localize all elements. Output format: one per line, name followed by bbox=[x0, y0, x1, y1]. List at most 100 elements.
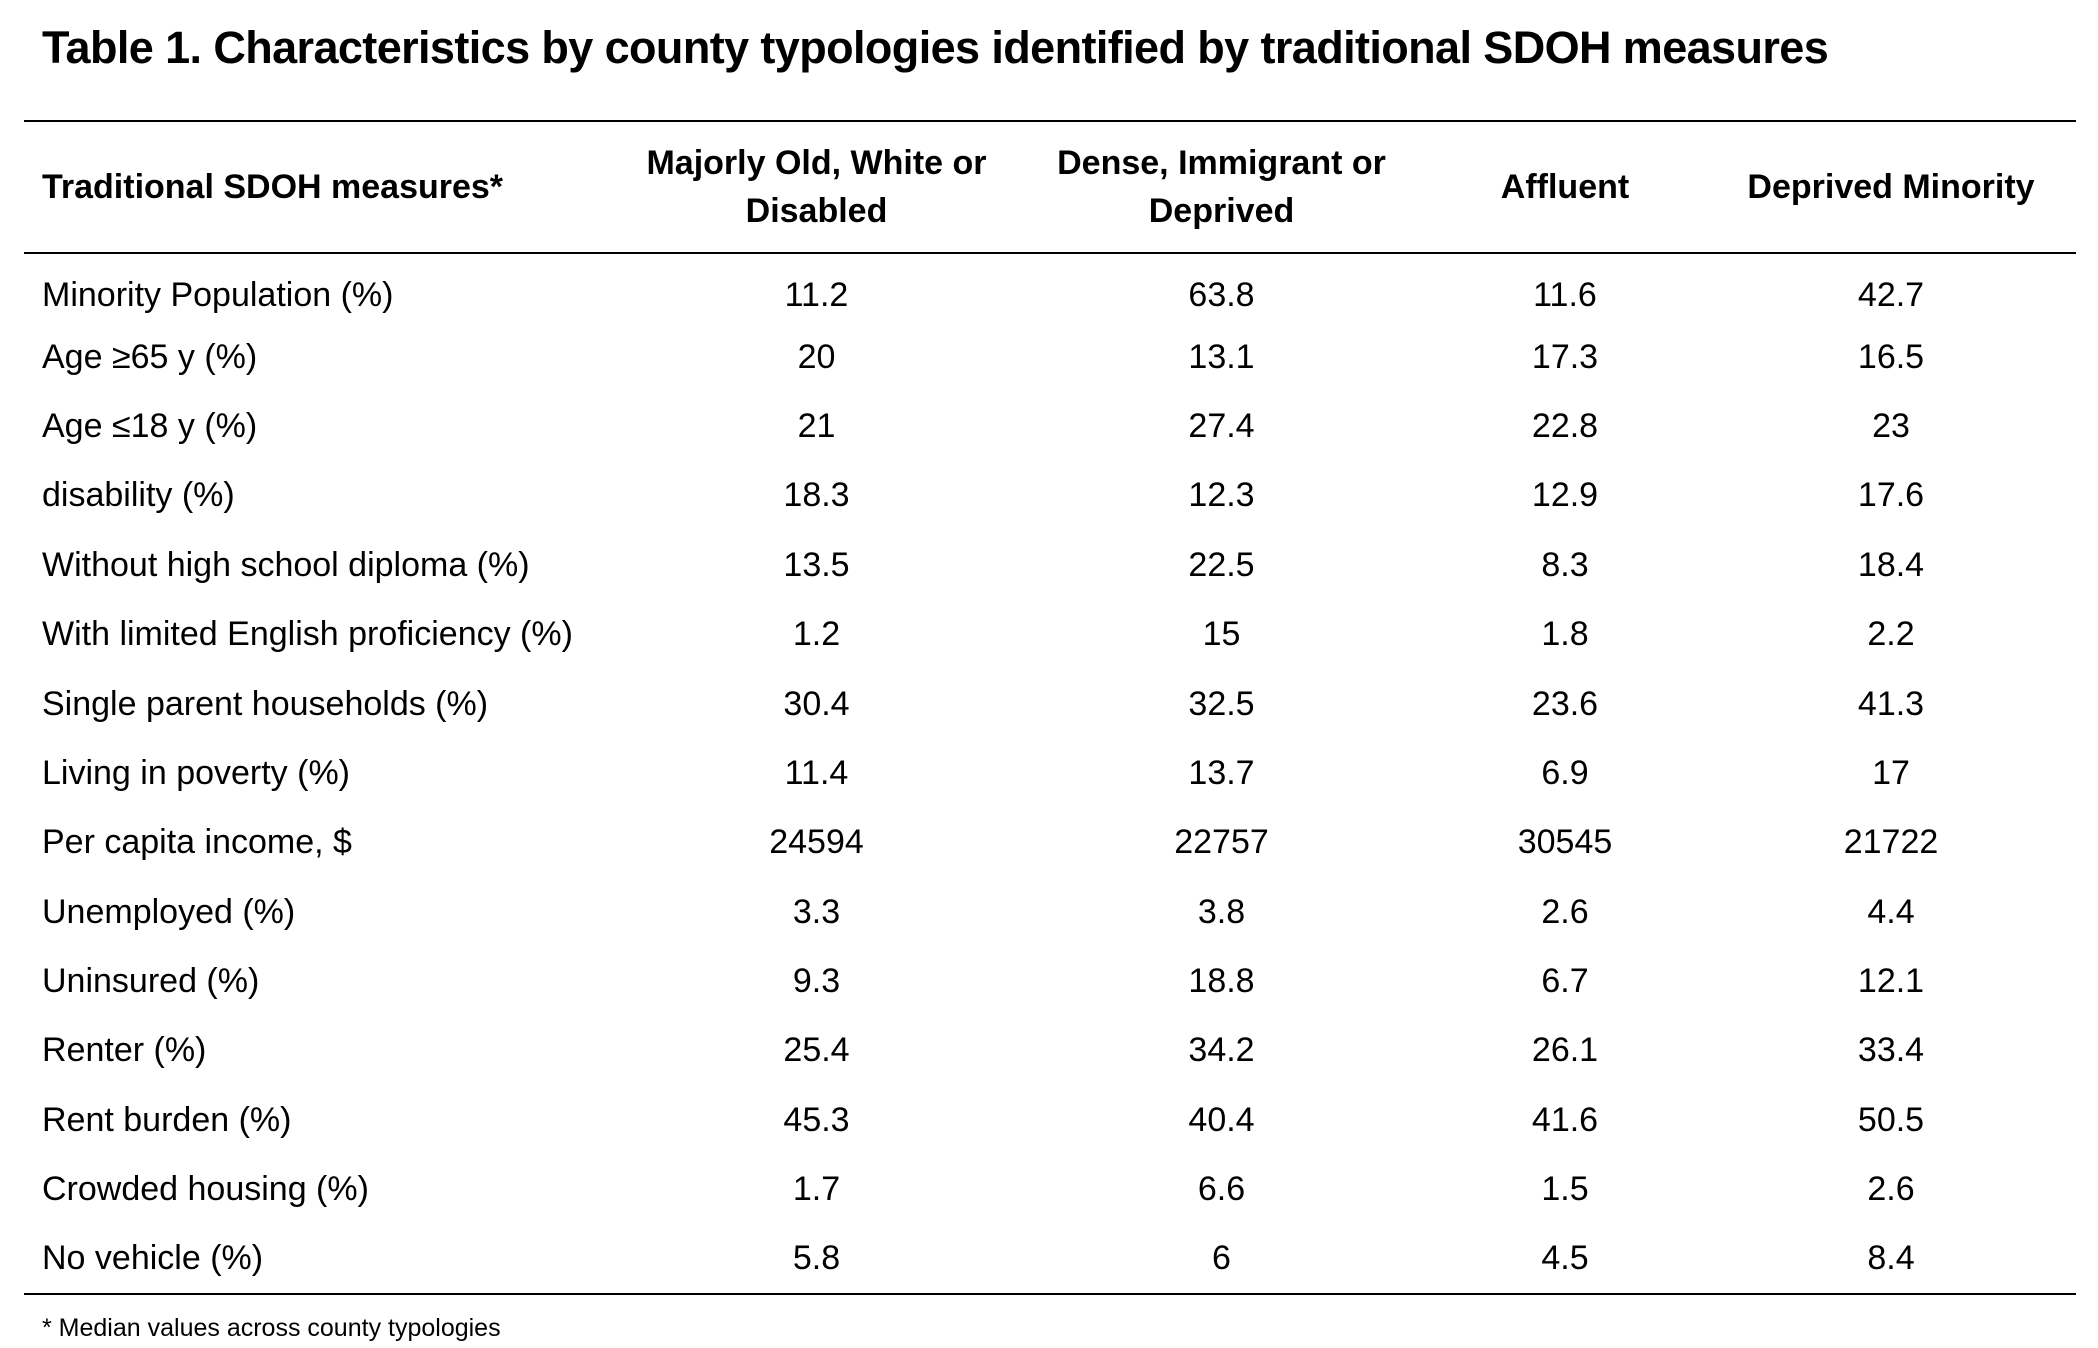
value-affluent: 23.6 bbox=[1531, 684, 1599, 723]
value-deprived-minority: 2.2 bbox=[1867, 615, 1915, 654]
value-affluent: 6.7 bbox=[1541, 962, 1589, 1001]
table-header: Traditional SDOH measures* Majorly Old, … bbox=[24, 120, 2076, 254]
value-dense-immigrant-deprived: 32.5 bbox=[1188, 684, 1255, 723]
value-deprived-minority: 42.7 bbox=[1857, 275, 1925, 314]
value-majorly-old-white-disabled: 30.4 bbox=[783, 684, 850, 723]
value-dense-immigrant-deprived: 6 bbox=[1019, 1224, 1424, 1295]
value-majorly-old-white-disabled: 21 bbox=[797, 406, 836, 445]
value-majorly-old-white-disabled: 1.7 bbox=[792, 1170, 841, 1209]
document-page: Table 1. Characteristics by county typol… bbox=[24, 0, 2076, 1348]
table-row: Per capita income, $ 24594 22757 30545 21722 bbox=[24, 808, 2076, 877]
table-row: Minority Population (%) 11.2 63.8 11.6 42.7 bbox=[24, 253, 2076, 322]
row-label: Single parent households (%) bbox=[42, 684, 489, 723]
value-affluent: 8.3 bbox=[1541, 545, 1589, 584]
value-majorly-old-white-disabled: 13.5 bbox=[783, 545, 850, 584]
table-body: Minority Population (%) 11.2 63.8 11.6 42.7 A… bbox=[24, 253, 2076, 1295]
value-affluent: 26.1 bbox=[1531, 1031, 1599, 1070]
value-deprived-minority: 4.4 bbox=[1867, 892, 1915, 931]
value-dense-immigrant-deprived: 27.4 bbox=[1188, 406, 1255, 445]
row-label: Per capita income, $ bbox=[42, 823, 352, 862]
value-affluent: 17.3 bbox=[1531, 337, 1599, 376]
row-label: Rent burden (%) bbox=[42, 1100, 292, 1139]
row-label: disability (%) bbox=[42, 476, 235, 515]
value-dense-immigrant-deprived: 63.8 bbox=[1188, 275, 1255, 314]
value-dense-immigrant-deprived: 12.3 bbox=[1188, 476, 1255, 515]
sdoh-table: Traditional SDOH measures* Majorly Old, … bbox=[24, 120, 2076, 1295]
header-row: Traditional SDOH measures* Majorly Old, … bbox=[24, 120, 2076, 254]
table-row: Living in poverty (%) 11.4 13.7 6.9 17 bbox=[24, 739, 2076, 808]
value-dense-immigrant-deprived: 3.8 bbox=[1197, 892, 1246, 931]
value-majorly-old-white-disabled: 11.2 bbox=[784, 275, 849, 314]
value-affluent: 2.6 bbox=[1541, 892, 1589, 931]
table-row: Single parent households (%) 30.4 32.5 23.6… bbox=[24, 669, 2076, 738]
value-deprived-minority: 8.4 bbox=[1706, 1224, 2076, 1295]
value-deprived-minority: 17 bbox=[1872, 753, 1910, 792]
row-label: Unemployed (%) bbox=[42, 892, 296, 931]
value-dense-immigrant-deprived: 34.2 bbox=[1188, 1031, 1255, 1070]
column-header-dense-immigrant-deprived: Dense, Immigrant or Deprived bbox=[1019, 120, 1424, 254]
table-row: Unemployed (%) 3.3 3.8 2.6 4.4 bbox=[24, 878, 2076, 947]
table-footnote: * Median values across county typologies bbox=[42, 1314, 501, 1342]
value-deprived-minority: 12.1 bbox=[1857, 962, 1925, 1001]
value-majorly-old-white-disabled: 5.8 bbox=[614, 1224, 1019, 1295]
value-dense-immigrant-deprived: 13.7 bbox=[1188, 753, 1255, 792]
value-affluent: 1.5 bbox=[1541, 1170, 1589, 1209]
column-header-deprived-minority: Deprived Minority bbox=[1706, 120, 2076, 254]
value-deprived-minority: 2.6 bbox=[1867, 1170, 1915, 1209]
value-dense-immigrant-deprived: 22.5 bbox=[1188, 545, 1255, 584]
value-affluent: 12.9 bbox=[1531, 476, 1599, 515]
row-label: With limited English proficiency (%) bbox=[42, 615, 573, 654]
value-affluent: 1.8 bbox=[1541, 615, 1589, 654]
table-row: With limited English proficiency (%) 1.2 1… bbox=[24, 600, 2076, 669]
value-majorly-old-white-disabled: 18.3 bbox=[783, 476, 850, 515]
value-dense-immigrant-deprived: 6.6 bbox=[1197, 1170, 1246, 1209]
value-majorly-old-white-disabled: 45.3 bbox=[783, 1100, 850, 1139]
value-dense-immigrant-deprived: 15 bbox=[1202, 615, 1241, 654]
value-dense-immigrant-deprived: 18.8 bbox=[1188, 962, 1255, 1001]
row-label: Age ≤18 y (%) bbox=[42, 406, 258, 445]
table-row: Uninsured (%) 9.3 18.8 6.7 12.1 bbox=[24, 947, 2076, 1016]
value-affluent: 30545 bbox=[1517, 823, 1613, 862]
value-majorly-old-white-disabled: 3.3 bbox=[792, 892, 841, 931]
table-row: Age ≤18 y (%) 21 27.4 22.8 23 bbox=[24, 392, 2076, 461]
value-dense-immigrant-deprived: 13.1 bbox=[1188, 337, 1255, 376]
row-label: Renter (%) bbox=[42, 1031, 207, 1070]
value-deprived-minority: 41.3 bbox=[1857, 684, 1925, 723]
value-deprived-minority: 33.4 bbox=[1857, 1031, 1925, 1070]
table-row: No vehicle (%) 5.8 6 4.5 8.4 bbox=[24, 1224, 2076, 1295]
value-majorly-old-white-disabled: 1.2 bbox=[792, 615, 841, 654]
value-affluent: 11.6 bbox=[1533, 275, 1597, 314]
table-row: Without high school diploma (%) 13.5 22.5 8… bbox=[24, 531, 2076, 600]
table-title: Table 1. Characteristics by county typol… bbox=[42, 22, 1829, 73]
row-label: Crowded housing (%) bbox=[42, 1170, 369, 1209]
value-deprived-minority: 50.5 bbox=[1857, 1100, 1925, 1139]
table-row: Rent burden (%) 45.3 40.4 41.6 50.5 bbox=[24, 1086, 2076, 1155]
row-label: Minority Population (%) bbox=[42, 275, 394, 314]
value-majorly-old-white-disabled: 24594 bbox=[769, 823, 864, 862]
value-deprived-minority: 23 bbox=[1872, 406, 1910, 445]
value-deprived-minority: 21722 bbox=[1843, 823, 1939, 862]
row-label: Living in poverty (%) bbox=[42, 753, 351, 792]
table-row: Crowded housing (%) 1.7 6.6 1.5 2.6 bbox=[24, 1155, 2076, 1224]
column-header-affluent: Affluent bbox=[1424, 120, 1706, 254]
table-row: Age ≥65 y (%) 20 13.1 17.3 16.5 bbox=[24, 322, 2076, 391]
value-majorly-old-white-disabled: 25.4 bbox=[783, 1031, 850, 1070]
column-header-measure: Traditional SDOH measures* bbox=[24, 120, 614, 254]
value-affluent: 6.9 bbox=[1541, 753, 1589, 792]
table-row: disability (%) 18.3 12.3 12.9 17.6 bbox=[24, 461, 2076, 530]
value-deprived-minority: 18.4 bbox=[1857, 545, 1925, 584]
value-deprived-minority: 17.6 bbox=[1857, 476, 1925, 515]
row-label: Age ≥65 y (%) bbox=[42, 337, 258, 376]
value-affluent: 4.5 bbox=[1424, 1224, 1706, 1295]
value-majorly-old-white-disabled: 11.4 bbox=[784, 753, 849, 792]
table-row: Renter (%) 25.4 34.2 26.1 33.4 bbox=[24, 1016, 2076, 1085]
value-affluent: 22.8 bbox=[1531, 406, 1599, 445]
value-majorly-old-white-disabled: 20 bbox=[797, 337, 836, 376]
value-deprived-minority: 16.5 bbox=[1857, 337, 1925, 376]
column-header-majorly-old-white-disabled: Majorly Old, White or Disabled bbox=[614, 120, 1019, 254]
row-label: Without high school diploma (%) bbox=[42, 545, 530, 584]
value-affluent: 41.6 bbox=[1531, 1100, 1599, 1139]
row-label: Uninsured (%) bbox=[42, 962, 260, 1001]
value-majorly-old-white-disabled: 9.3 bbox=[792, 962, 841, 1001]
row-label: No vehicle (%) bbox=[24, 1224, 614, 1295]
